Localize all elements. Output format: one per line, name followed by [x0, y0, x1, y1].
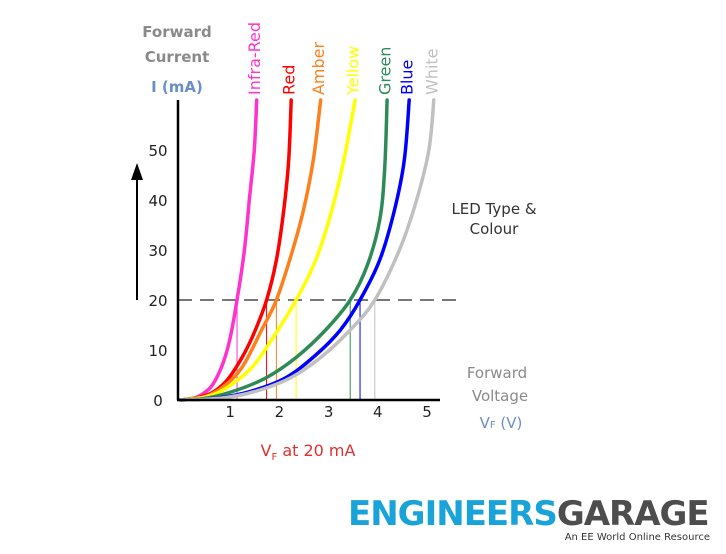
series-group — [178, 98, 436, 402]
x-axis-label-line-1: Forward — [467, 364, 527, 382]
y-tick-label: 0 — [153, 392, 163, 410]
x-unit-suffix: (V) — [496, 414, 523, 432]
y-tick-label: 50 — [148, 142, 167, 160]
legend-title-line-2: Colour — [470, 220, 520, 238]
series-label-blue: Blue — [398, 60, 417, 95]
logo-part-garage: GARAGE — [556, 494, 710, 534]
tick-labels: 0 10 20 30 40 50 1 2 3 4 5 — [148, 142, 431, 421]
series-label-white: White — [422, 48, 441, 95]
logo-wordmark: ENGINEERSGARAGE — [348, 494, 710, 534]
increase-arrow-head — [131, 163, 143, 180]
series-label-green: Green — [376, 47, 395, 95]
x-unit-main: V — [480, 414, 491, 432]
x-axis-unit: VF (V) — [480, 414, 523, 432]
y-tick-label: 30 — [148, 242, 167, 260]
annotation-suffix: at 20 mA — [277, 441, 355, 460]
y-tick-label: 10 — [148, 342, 167, 360]
y-tick-label: 20 — [148, 292, 167, 310]
series-label-yellow: Yellow — [344, 46, 363, 96]
x-axis-label-line-2: Voltage — [472, 387, 528, 405]
series-label-infra-red: Infra-Red — [245, 22, 264, 95]
series-label-amber: Amber — [309, 41, 328, 95]
series-labels: Infra-Red Red Amber Yellow Green Blue White — [245, 22, 441, 96]
engineers-garage-logo: ENGINEERSGARAGE An EE World Online Resou… — [348, 494, 718, 550]
vf-annotation: VF at 20 mA — [261, 441, 356, 463]
x-tick-label: 5 — [422, 403, 432, 421]
annotation-main: V — [261, 441, 272, 460]
x-tick-label: 4 — [373, 403, 383, 421]
series-line-green — [178, 98, 389, 402]
x-tick-label: 1 — [225, 403, 235, 421]
annotation-sub: F — [271, 452, 277, 463]
y-axis-label-line-1: Forward — [142, 23, 211, 41]
y-axis-unit: I (mA) — [151, 78, 203, 96]
series-label-red: Red — [280, 65, 299, 95]
x-tick-label: 3 — [324, 403, 334, 421]
x-unit-sub: F — [490, 420, 496, 431]
series-line-yellow — [178, 98, 357, 402]
logo-tagline: An EE World Online Resource — [564, 532, 710, 543]
legend-title-line-1: LED Type & — [451, 200, 536, 218]
series-line-white — [178, 98, 436, 402]
y-tick-label: 40 — [148, 192, 167, 210]
series-line-red — [178, 98, 293, 402]
logo-part-engineers: ENGINEERS — [348, 494, 558, 534]
axes-group — [176, 100, 440, 402]
x-tick-label: 2 — [275, 403, 285, 421]
y-axis-label-line-2: Current — [145, 48, 210, 66]
